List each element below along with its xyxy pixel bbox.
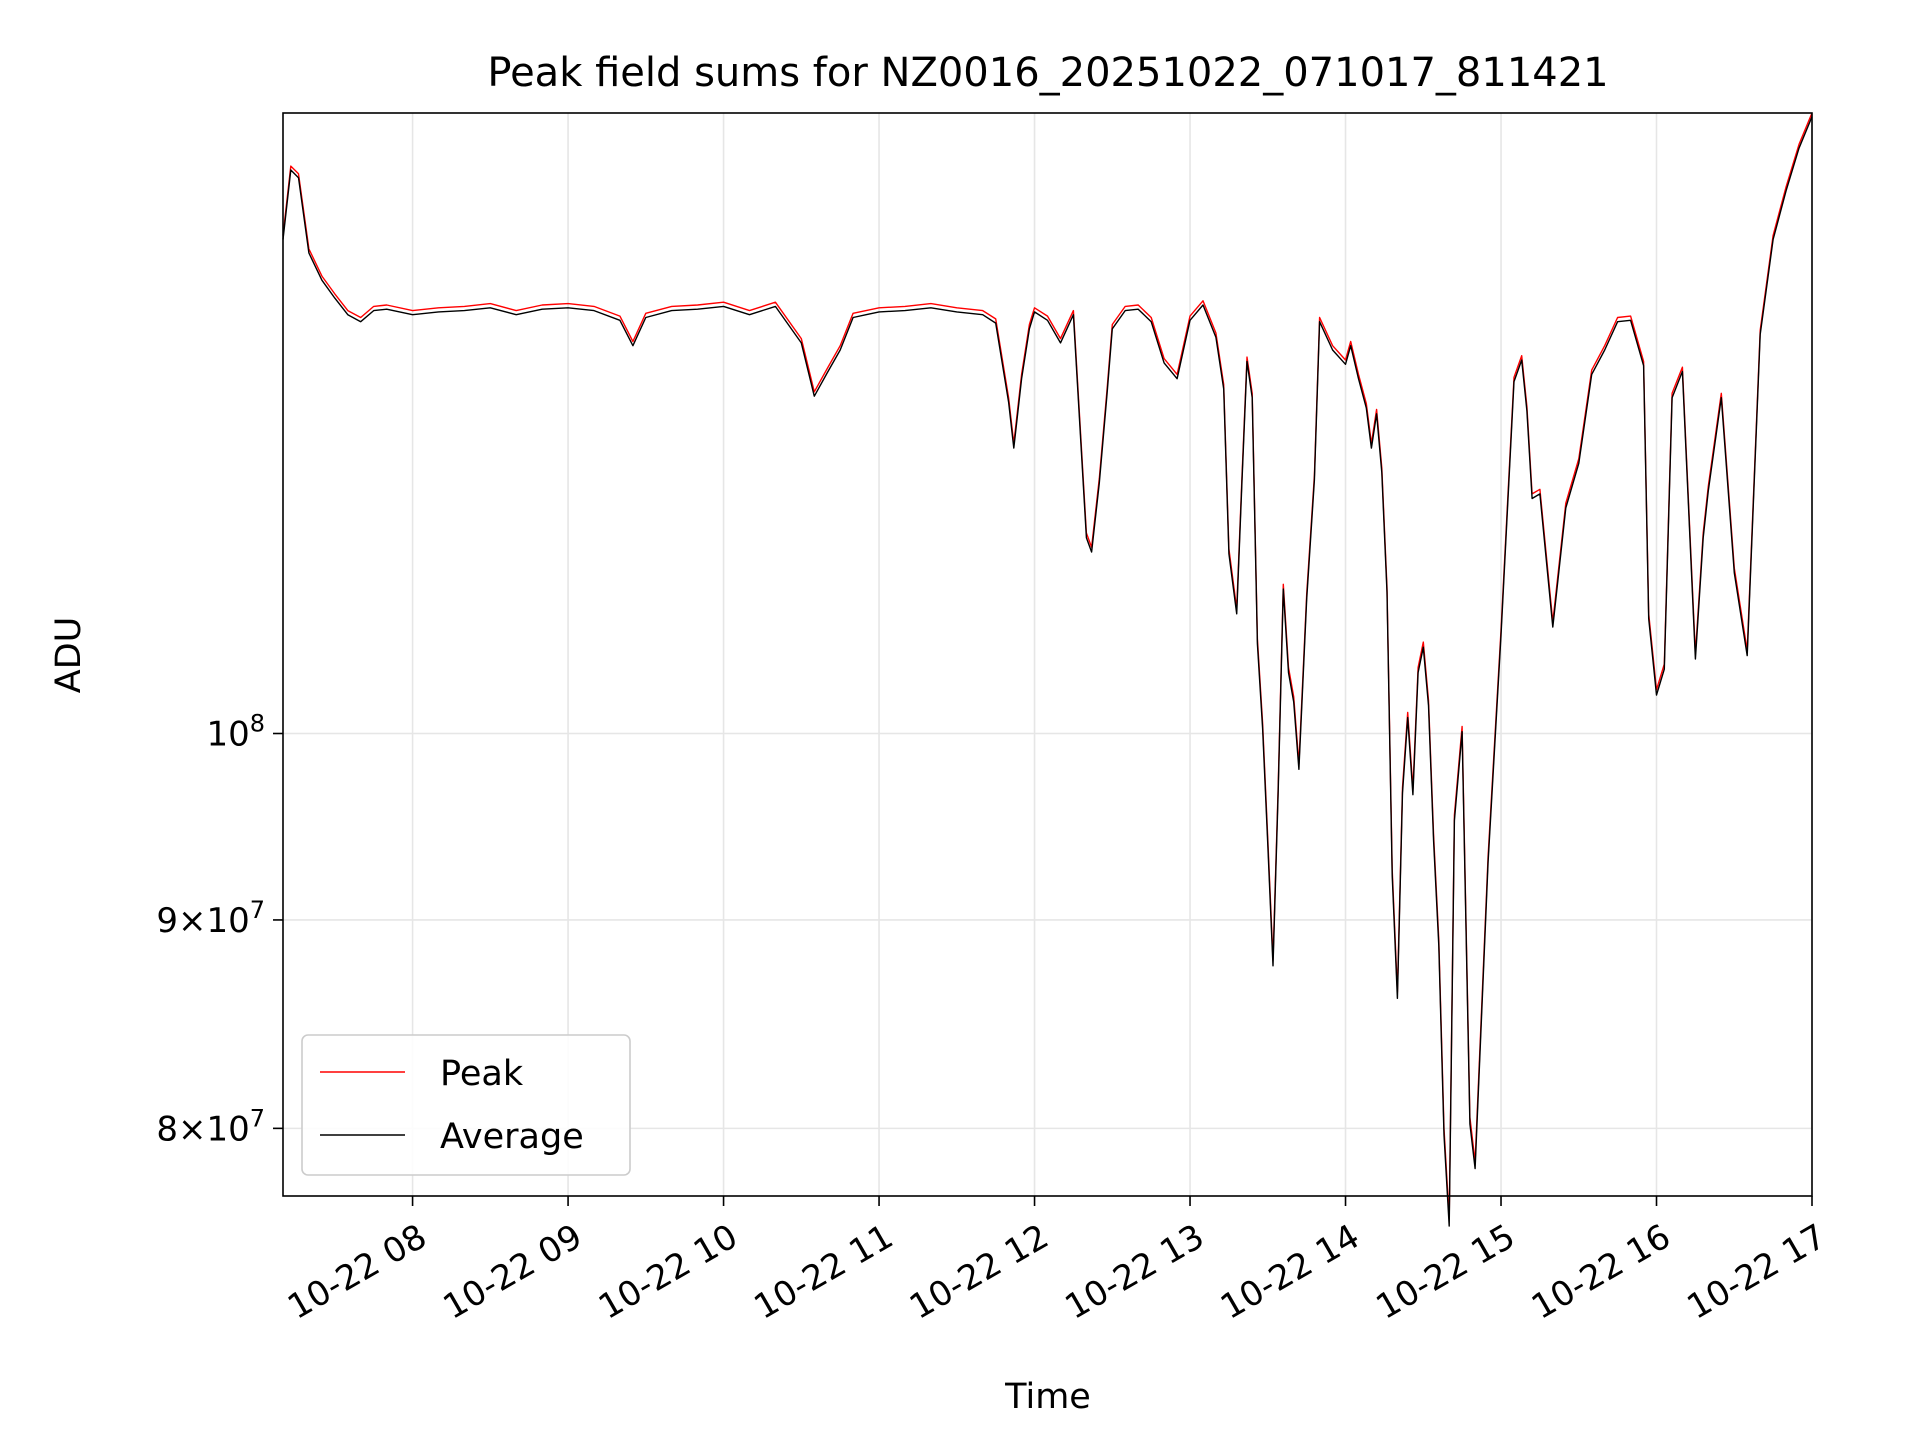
x-axis-label: Time (1004, 1377, 1091, 1417)
legend-box (301, 1034, 631, 1176)
y-axis-ticks: 8×107 9×107 108 (156, 710, 283, 1149)
y-tick-label: 8×107 (156, 1104, 265, 1149)
legend-label-peak: Peak (440, 1054, 524, 1094)
y-tick-label: 9×107 (156, 896, 265, 941)
plot-frame (282, 112, 1813, 1197)
chart-title: Peak field sums for NZ0016_20251022_0710… (487, 50, 1608, 96)
legend: Peak Average (301, 1034, 631, 1176)
series-line-average (282, 116, 1813, 1227)
y-tick-label: 108 (206, 710, 265, 755)
y-axis-label: ADU (49, 617, 89, 694)
legend-label-average: Average (440, 1117, 584, 1157)
series-lines (282, 112, 1813, 1227)
